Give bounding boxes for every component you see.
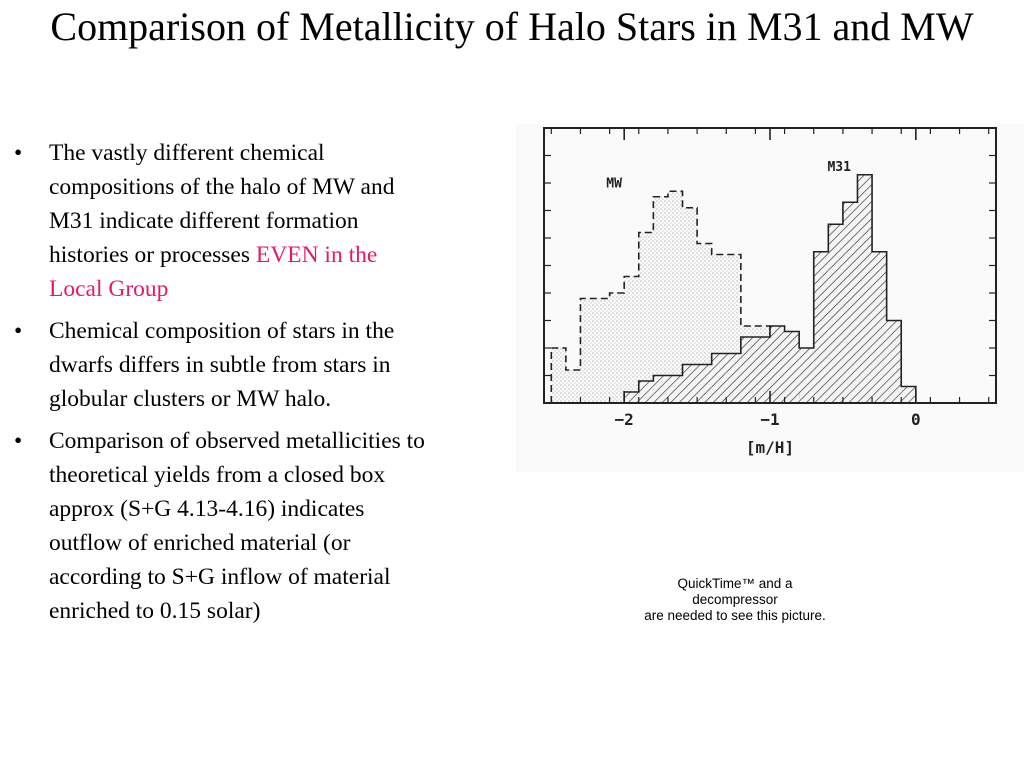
m31-histogram-bar (638, 381, 654, 403)
m31-histogram-bar (711, 353, 727, 403)
quicktime-note-line: QuickTime™ and a (677, 576, 793, 591)
histogram-figure: MW M31 −2 −1 0 [m/H] (516, 124, 1024, 472)
mw-histogram-bar (609, 293, 625, 403)
m31-histogram-bar (784, 331, 800, 403)
bullet-marker: • (14, 428, 23, 454)
m31-histogram-bar (799, 348, 814, 403)
mw-histogram-bar (682, 207, 698, 403)
x-tick-label: −2 (615, 410, 634, 429)
bullet-marker: • (14, 140, 23, 166)
slide-title: Comparison of Metallicity of Halo Stars … (50, 4, 974, 49)
mw-histogram-bar (595, 298, 610, 403)
mw-histogram-bar (565, 370, 581, 403)
m31-histogram-bar (828, 224, 843, 403)
m31-histogram-bar (842, 202, 858, 403)
m31-histogram-bar (901, 386, 916, 403)
bullet-text: Comparison of observed metallicities to … (49, 428, 425, 624)
bullet-text: Chemical composition of stars in the dwa… (49, 318, 395, 412)
quicktime-note-line: decompressor (692, 592, 778, 607)
m31-histogram-bar (682, 364, 698, 403)
x-tick-label: −1 (760, 410, 779, 429)
bullet-text: The vastly different chemical compositio… (49, 140, 395, 268)
x-axis-label: [m/H] (746, 438, 794, 457)
m31-histogram-bar (857, 174, 873, 403)
m31-histogram-bar (726, 353, 741, 403)
m31-histogram-bar (653, 375, 668, 403)
m31-histogram-bar (755, 337, 770, 403)
mw-histogram-bar (551, 348, 566, 403)
bullet-list: • The vastly different chemical composit… (14, 136, 434, 636)
mw-histogram-bar (638, 232, 654, 403)
x-tick-label: 0 (911, 410, 921, 429)
m31-histogram-bar (740, 337, 756, 403)
mw-histogram-outline (550, 190, 800, 403)
quicktime-note-line: are needed to see this picture. (644, 608, 826, 623)
quicktime-placeholder-note: QuickTime™ and a decompressor are needed… (600, 576, 870, 624)
m31-histogram-series: M31 (623, 160, 917, 403)
m31-histogram-bar (624, 392, 639, 403)
m31-histogram-bar (667, 375, 683, 403)
m31-histogram-bar (886, 320, 902, 403)
bullet-highlight-text: EVEN in the Local Group (49, 242, 378, 302)
mw-histogram-bar (580, 298, 596, 403)
bullet-item: • The vastly different chemical composit… (14, 136, 434, 306)
bullet-item: • Chemical composition of stars in the d… (14, 314, 434, 416)
bullet-marker: • (14, 318, 23, 344)
m31-histogram-bar (872, 251, 887, 403)
mw-histogram-bar (697, 243, 712, 403)
figure-background (516, 124, 1024, 472)
m31-histogram-bar (697, 364, 712, 403)
mw-histogram-bar (667, 191, 683, 403)
mw-histogram-bar (653, 196, 668, 403)
m31-histogram-bar (813, 251, 829, 403)
m31-histogram-bar (770, 326, 785, 403)
m31-histogram-outline (623, 173, 917, 403)
metallicity-histogram-chart: MW M31 −2 −1 0 [m/H] (516, 124, 1024, 472)
bullet-item: • Comparison of observed metallicities t… (14, 424, 434, 628)
legend-label-mw: MW (606, 176, 622, 191)
mw-histogram-bar (624, 276, 639, 403)
legend-label-m31: M31 (827, 160, 851, 175)
